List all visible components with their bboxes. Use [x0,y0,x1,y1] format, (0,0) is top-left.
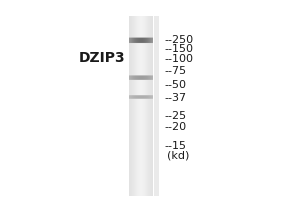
Text: --50: --50 [164,80,186,90]
Text: --150: --150 [164,44,193,54]
Text: --100: --100 [164,54,193,64]
Text: --15: --15 [164,141,186,151]
Text: (kd): (kd) [167,151,189,161]
Text: --37: --37 [164,93,186,103]
Text: --75: --75 [164,66,186,76]
Text: --20: --20 [164,122,186,132]
Text: --250: --250 [164,35,193,45]
Text: DZIP3: DZIP3 [79,51,126,65]
Text: --25: --25 [164,111,186,121]
Text: JK: JK [143,29,153,39]
